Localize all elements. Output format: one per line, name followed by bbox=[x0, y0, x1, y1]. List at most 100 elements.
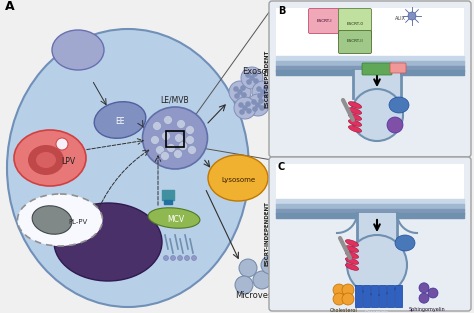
Ellipse shape bbox=[348, 114, 362, 121]
Circle shape bbox=[246, 108, 252, 114]
Circle shape bbox=[234, 93, 240, 99]
Circle shape bbox=[342, 284, 354, 296]
Text: MCV: MCV bbox=[167, 215, 184, 224]
Ellipse shape bbox=[395, 235, 415, 251]
Text: ALIX: ALIX bbox=[394, 16, 405, 20]
Circle shape bbox=[166, 143, 175, 152]
Circle shape bbox=[176, 120, 185, 129]
Circle shape bbox=[238, 102, 244, 108]
Ellipse shape bbox=[148, 208, 200, 228]
Circle shape bbox=[237, 89, 243, 95]
Ellipse shape bbox=[94, 102, 146, 138]
Circle shape bbox=[347, 235, 407, 295]
Circle shape bbox=[259, 105, 265, 111]
Circle shape bbox=[260, 89, 266, 95]
FancyBboxPatch shape bbox=[338, 30, 372, 54]
Circle shape bbox=[253, 271, 271, 289]
Circle shape bbox=[261, 256, 279, 274]
FancyBboxPatch shape bbox=[355, 285, 362, 307]
Text: A: A bbox=[5, 0, 15, 13]
Ellipse shape bbox=[28, 145, 64, 175]
Circle shape bbox=[245, 101, 251, 107]
Circle shape bbox=[428, 288, 438, 298]
Text: C: C bbox=[278, 162, 285, 172]
Circle shape bbox=[351, 89, 403, 141]
Circle shape bbox=[173, 150, 182, 158]
Ellipse shape bbox=[346, 246, 359, 252]
Circle shape bbox=[249, 75, 255, 81]
Bar bbox=[276, 8, 464, 56]
Text: EE: EE bbox=[115, 117, 125, 126]
Circle shape bbox=[161, 151, 170, 161]
Circle shape bbox=[177, 255, 182, 260]
FancyBboxPatch shape bbox=[362, 63, 392, 75]
Circle shape bbox=[184, 255, 190, 260]
Circle shape bbox=[269, 269, 287, 287]
FancyBboxPatch shape bbox=[269, 157, 471, 311]
Circle shape bbox=[185, 126, 194, 135]
Circle shape bbox=[234, 97, 256, 119]
Ellipse shape bbox=[14, 130, 86, 186]
Circle shape bbox=[419, 293, 429, 303]
Circle shape bbox=[241, 67, 263, 89]
Circle shape bbox=[153, 121, 162, 131]
Circle shape bbox=[188, 146, 197, 155]
Ellipse shape bbox=[348, 126, 362, 132]
Ellipse shape bbox=[348, 108, 362, 114]
Circle shape bbox=[241, 92, 247, 98]
Text: B: B bbox=[278, 6, 285, 16]
Circle shape bbox=[257, 93, 263, 99]
Circle shape bbox=[419, 283, 429, 293]
Text: Microvesicles: Microvesicles bbox=[235, 290, 291, 300]
Text: ESCRT-I: ESCRT-I bbox=[316, 19, 332, 23]
Bar bbox=[358, 213, 396, 265]
Circle shape bbox=[247, 94, 269, 116]
Circle shape bbox=[252, 106, 258, 112]
FancyBboxPatch shape bbox=[371, 285, 378, 307]
Circle shape bbox=[342, 293, 354, 305]
Circle shape bbox=[162, 131, 171, 141]
FancyBboxPatch shape bbox=[338, 8, 372, 39]
FancyBboxPatch shape bbox=[309, 8, 339, 33]
Circle shape bbox=[233, 86, 239, 92]
Circle shape bbox=[256, 86, 262, 92]
FancyBboxPatch shape bbox=[387, 285, 394, 307]
Text: Cholesterol: Cholesterol bbox=[330, 307, 358, 312]
Text: Ceramide: Ceramide bbox=[365, 310, 389, 313]
Circle shape bbox=[229, 81, 251, 103]
Circle shape bbox=[264, 92, 270, 98]
Ellipse shape bbox=[143, 107, 208, 169]
Text: PL-PV: PL-PV bbox=[68, 219, 88, 225]
Circle shape bbox=[255, 102, 261, 108]
Circle shape bbox=[56, 138, 68, 150]
Circle shape bbox=[408, 12, 416, 20]
Ellipse shape bbox=[348, 102, 362, 108]
Circle shape bbox=[174, 134, 183, 142]
Circle shape bbox=[252, 71, 258, 77]
Circle shape bbox=[179, 141, 188, 151]
Text: ESCRT-INDEPENDENT: ESCRT-INDEPENDENT bbox=[264, 202, 270, 266]
Circle shape bbox=[242, 105, 248, 111]
Text: LPV: LPV bbox=[61, 157, 75, 167]
Text: LE/MVB: LE/MVB bbox=[161, 95, 189, 105]
Text: ESCRT-DEPENDENT: ESCRT-DEPENDENT bbox=[264, 50, 270, 108]
Bar bbox=[166, 131, 184, 147]
Ellipse shape bbox=[32, 206, 72, 234]
Circle shape bbox=[333, 293, 345, 305]
Ellipse shape bbox=[52, 30, 104, 70]
Circle shape bbox=[164, 255, 168, 260]
Text: ESCRT-0: ESCRT-0 bbox=[346, 22, 364, 26]
Circle shape bbox=[239, 109, 245, 115]
Ellipse shape bbox=[54, 203, 162, 281]
Circle shape bbox=[252, 81, 274, 103]
Ellipse shape bbox=[7, 29, 249, 307]
Text: Lysosome: Lysosome bbox=[221, 177, 255, 183]
Circle shape bbox=[155, 146, 164, 155]
Ellipse shape bbox=[36, 152, 56, 168]
Circle shape bbox=[258, 98, 264, 104]
Circle shape bbox=[387, 117, 403, 133]
FancyBboxPatch shape bbox=[379, 285, 386, 307]
Circle shape bbox=[245, 72, 251, 78]
Ellipse shape bbox=[208, 155, 268, 201]
Circle shape bbox=[251, 99, 257, 105]
